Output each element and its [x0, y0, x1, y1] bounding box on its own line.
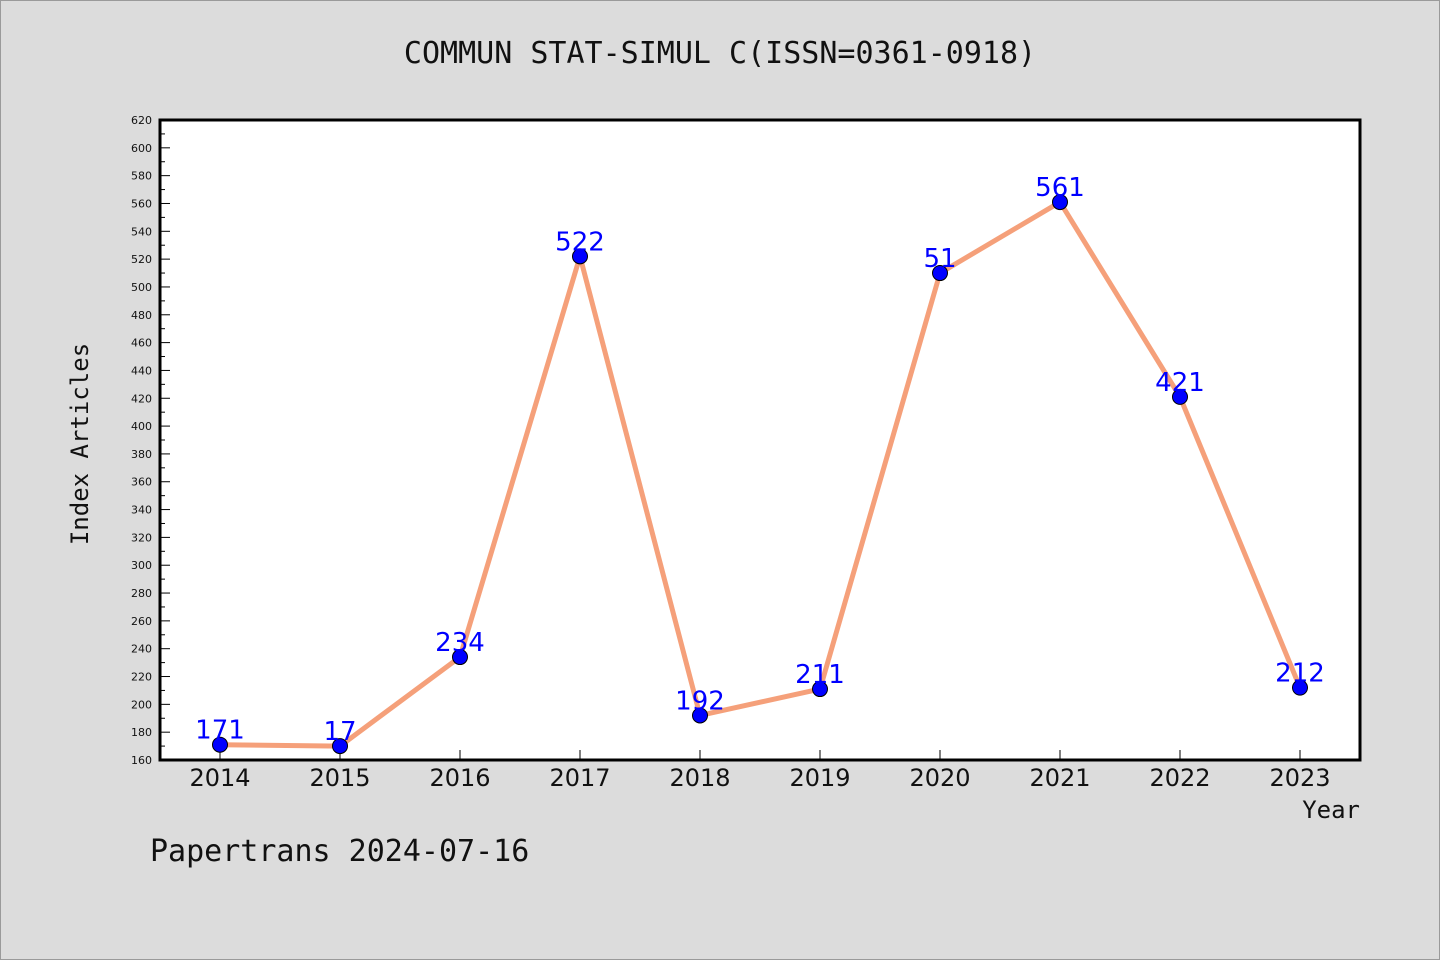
y-tick-label: 160 [131, 754, 152, 767]
y-tick-label: 320 [131, 531, 152, 544]
y-tick-label: 520 [131, 253, 152, 266]
data-point [332, 738, 348, 755]
y-tick-label: 420 [131, 392, 152, 405]
y-tick-label: 200 [131, 698, 152, 711]
y-tick-label: 480 [131, 309, 152, 322]
data-point [1172, 388, 1188, 405]
x-axis-label: Year [1302, 796, 1360, 824]
series-line [219, 199, 1303, 749]
data-label: 421 [1155, 368, 1205, 398]
data-point [932, 265, 948, 282]
y-tick-label: 220 [131, 671, 152, 684]
y-tick-label: 400 [131, 420, 152, 433]
data-point [212, 736, 228, 753]
y-tick-label: 580 [131, 170, 152, 183]
chart-title: COMMUN STAT-SIMUL C(ISSN=0361-0918) [403, 36, 1037, 71]
y-tick-label: 180 [131, 726, 152, 739]
y-tick-label: 260 [131, 615, 152, 628]
x-tick-label: 2017 [549, 764, 610, 792]
data-point [572, 248, 588, 265]
x-tick-label: 2018 [669, 764, 730, 792]
y-tick-label: 460 [131, 337, 152, 350]
data-label: 51 [923, 244, 956, 274]
x-tick-label: 2014 [189, 764, 250, 792]
y-tick-label: 340 [131, 504, 152, 517]
data-label: 561 [1035, 173, 1085, 203]
y-tick-label: 360 [131, 476, 152, 489]
y-tick-label: 500 [131, 281, 152, 294]
data-label: 234 [435, 628, 485, 658]
y-tick-label: 600 [131, 142, 152, 155]
data-label: 17 [323, 717, 356, 747]
y-tick-label: 300 [131, 559, 152, 572]
y-tick-label: 560 [131, 197, 152, 210]
x-tick-label: 2023 [1269, 764, 1330, 792]
x-tick-label: 2021 [1029, 764, 1090, 792]
y-tick-label: 620 [131, 114, 152, 127]
data-label: 212 [1275, 659, 1325, 689]
y-tick-label: 440 [131, 364, 152, 377]
x-tick-label: 2020 [909, 764, 970, 792]
data-label: 192 [675, 686, 725, 716]
y-tick-label: 280 [131, 587, 152, 600]
y-tick-label: 240 [131, 643, 152, 656]
x-tick-label: 2022 [1149, 764, 1210, 792]
x-tick-label: 2019 [789, 764, 850, 792]
data-point [1292, 679, 1308, 696]
x-tick-label: 2016 [429, 764, 490, 792]
plot-area [158, 118, 1362, 762]
y-tick-label: 380 [131, 448, 152, 461]
x-tick-label: 2015 [309, 764, 370, 792]
data-point [1052, 194, 1068, 211]
data-point [452, 649, 468, 666]
data-label: 171 [195, 716, 245, 746]
y-tick-label: 540 [131, 225, 152, 238]
data-label: 522 [555, 227, 605, 257]
data-label: 211 [795, 660, 845, 690]
data-point [692, 707, 708, 724]
footer-credit: Papertrans 2024-07-16 [150, 834, 530, 869]
data-point [812, 681, 828, 698]
